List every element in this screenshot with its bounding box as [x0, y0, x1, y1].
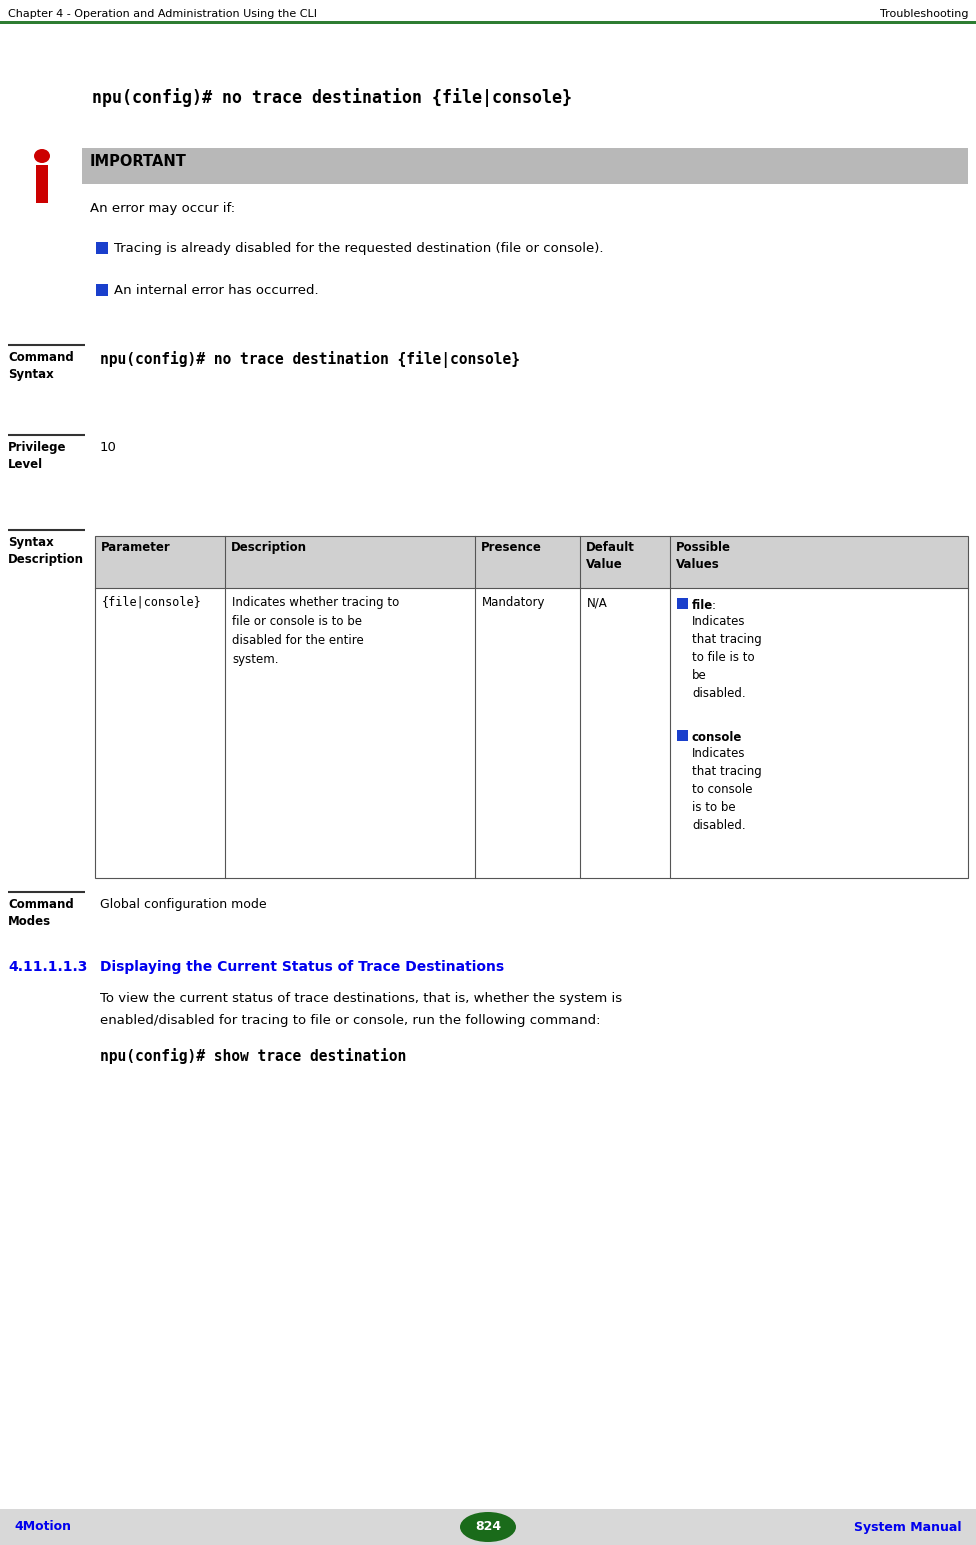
Text: Chapter 4 - Operation and Administration Using the CLI: Chapter 4 - Operation and Administration… — [8, 9, 317, 19]
Text: npu(config)# no trace destination {file|console}: npu(config)# no trace destination {file|… — [100, 351, 520, 368]
Text: Troubleshooting: Troubleshooting — [879, 9, 968, 19]
Text: To view the current status of trace destinations, that is, whether the system is: To view the current status of trace dest… — [100, 992, 622, 1004]
Bar — [95, 536, 968, 878]
Text: 4.11.1.1.3: 4.11.1.1.3 — [8, 959, 88, 973]
Text: npu(config)# show trace destination: npu(config)# show trace destination — [100, 1048, 406, 1065]
Text: Displaying the Current Status of Trace Destinations: Displaying the Current Status of Trace D… — [100, 959, 505, 973]
Text: 824: 824 — [475, 1520, 501, 1534]
Bar — [0, 1509, 976, 1545]
Bar — [96, 284, 108, 297]
Text: console: console — [692, 731, 743, 745]
Text: Parameter: Parameter — [101, 541, 171, 555]
Ellipse shape — [460, 1513, 516, 1542]
Text: Indicates
that tracing
to file is to
be
disabled.: Indicates that tracing to file is to be … — [692, 615, 761, 700]
Text: npu(config)# no trace destination {file|console}: npu(config)# no trace destination {file|… — [92, 88, 572, 107]
Text: Command
Modes: Command Modes — [8, 898, 74, 929]
Bar — [677, 598, 688, 609]
Bar — [0, 22, 976, 25]
Text: Tracing is already disabled for the requested destination (file or console).: Tracing is already disabled for the requ… — [114, 243, 603, 255]
Text: Syntax
Description: Syntax Description — [8, 536, 84, 565]
Text: :: : — [736, 731, 740, 745]
Text: System Manual: System Manual — [855, 1520, 962, 1534]
Text: An error may occur if:: An error may occur if: — [90, 202, 235, 215]
Bar — [96, 243, 108, 253]
Ellipse shape — [34, 148, 50, 164]
Text: 10: 10 — [100, 440, 117, 454]
Text: Presence: Presence — [481, 541, 542, 555]
Text: Possible
Values: Possible Values — [676, 541, 731, 572]
Text: 4Motion: 4Motion — [14, 1520, 71, 1534]
Text: Description: Description — [231, 541, 307, 555]
Text: {file|console}: {file|console} — [102, 596, 202, 609]
Bar — [677, 729, 688, 742]
Bar — [82, 148, 968, 184]
Text: file: file — [692, 599, 713, 612]
Text: Indicates whether tracing to
file or console is to be
disabled for the entire
sy: Indicates whether tracing to file or con… — [232, 596, 399, 666]
Text: Command
Syntax: Command Syntax — [8, 351, 74, 382]
Text: Indicates
that tracing
to console
is to be
disabled.: Indicates that tracing to console is to … — [692, 746, 761, 833]
Text: Privilege
Level: Privilege Level — [8, 440, 66, 471]
Text: Mandatory: Mandatory — [482, 596, 546, 609]
Text: N/A: N/A — [587, 596, 608, 609]
Bar — [36, 165, 48, 202]
Text: An internal error has occurred.: An internal error has occurred. — [114, 284, 318, 297]
Text: enabled/disabled for tracing to file or console, run the following command:: enabled/disabled for tracing to file or … — [100, 1014, 600, 1027]
Bar — [95, 536, 968, 589]
Text: IMPORTANT: IMPORTANT — [90, 154, 186, 168]
Text: :: : — [712, 599, 716, 612]
Text: Default
Value: Default Value — [586, 541, 634, 572]
Text: Global configuration mode: Global configuration mode — [100, 898, 266, 912]
